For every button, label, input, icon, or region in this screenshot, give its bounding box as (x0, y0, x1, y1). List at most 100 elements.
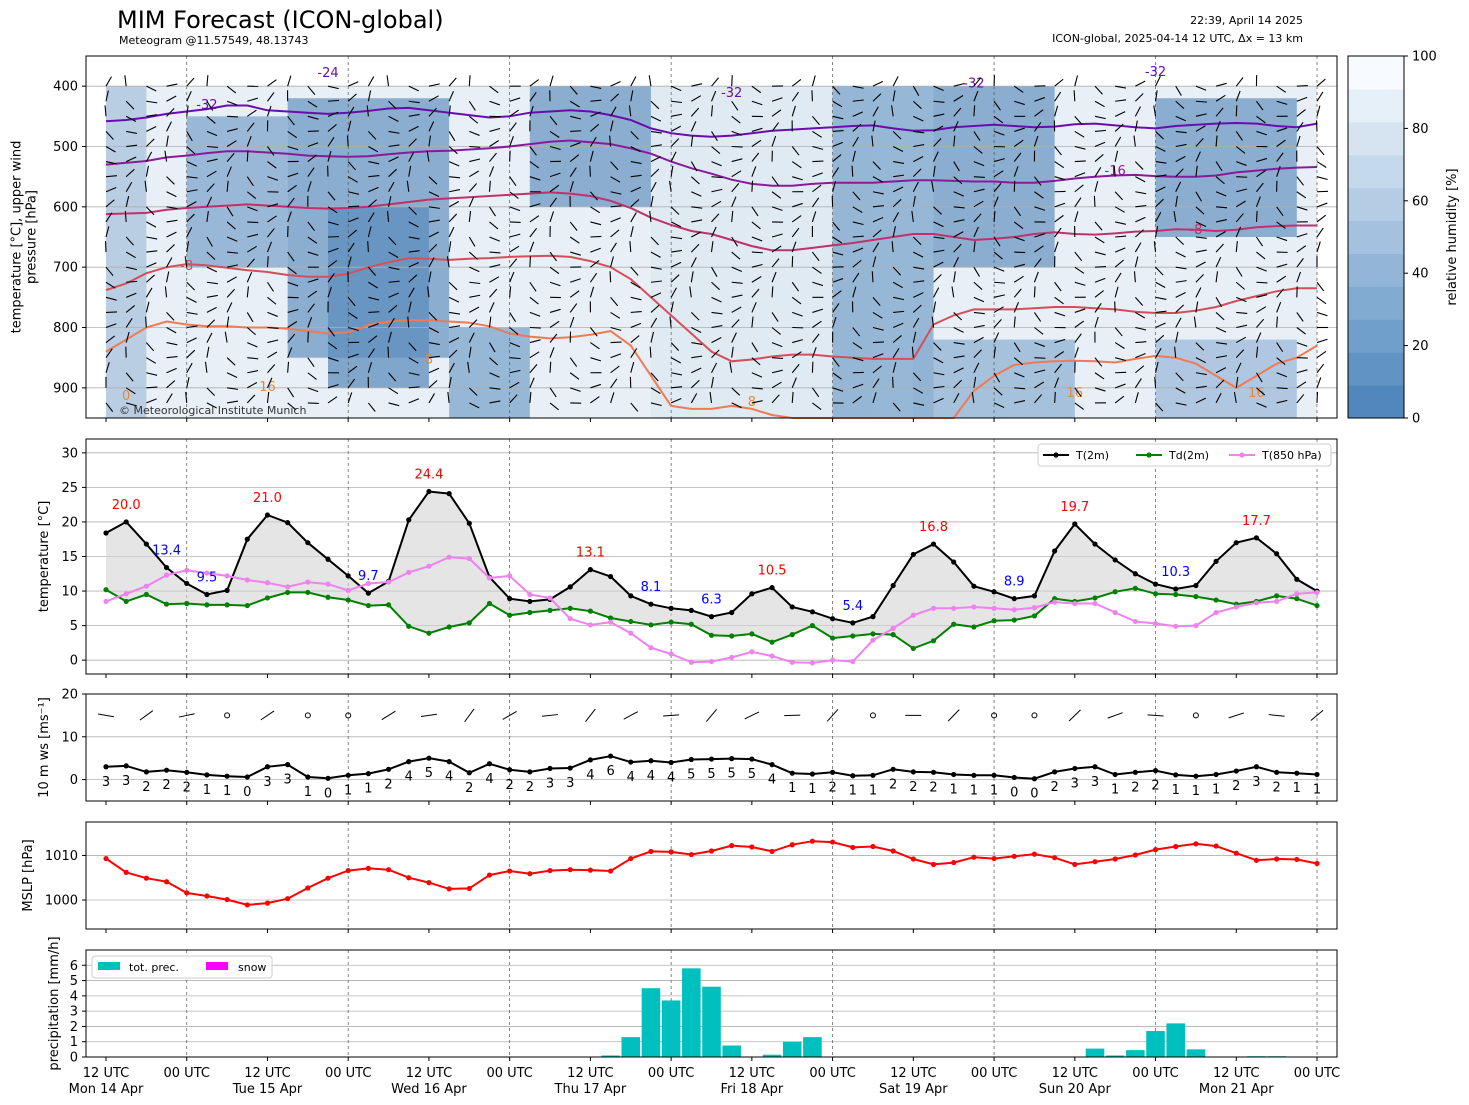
wind-barb (590, 383, 602, 389)
wind-barb (488, 166, 495, 177)
mslp-point (809, 838, 816, 844)
wind-barb (448, 376, 452, 388)
wind-barb (832, 141, 844, 148)
wind-barb (125, 115, 137, 122)
wind-barb (1094, 387, 1106, 392)
wind-barb (126, 130, 138, 134)
wind-barb (1155, 198, 1164, 208)
wind-barb (449, 176, 461, 179)
wind-barb (186, 349, 196, 359)
wind-barb (184, 256, 188, 268)
colorbar-step (1348, 385, 1404, 419)
wind-barb (872, 191, 884, 195)
wind-barb (186, 91, 192, 102)
series-point-0 (184, 580, 190, 587)
precip-tick-label: 4 (70, 989, 78, 1004)
wind-barb (852, 206, 863, 213)
wind-speed-point (1173, 772, 1179, 778)
wind-barb (125, 156, 137, 163)
wind-barb (1236, 161, 1247, 166)
wind-barb (993, 402, 1005, 408)
wind-barb (287, 145, 299, 151)
wind-barb (1034, 97, 1045, 102)
wind-barb (731, 183, 740, 193)
wind-barb (1276, 301, 1282, 313)
wind-barb (630, 212, 637, 223)
wind-barb (670, 221, 682, 228)
wind-barb (912, 100, 922, 110)
series-point-2 (1072, 600, 1078, 607)
wind-barb (1296, 96, 1308, 102)
wind-barb (448, 226, 455, 238)
wind-barb (327, 150, 332, 162)
wind-barb (267, 326, 279, 329)
wind-barb (1094, 290, 1104, 298)
colorbar-step (1348, 56, 1404, 90)
wind-barb (1134, 120, 1138, 132)
mslp-point (466, 885, 472, 892)
wind-barb (993, 182, 1002, 193)
wind-barb (246, 271, 253, 283)
wind-barb (1195, 357, 1206, 364)
wind-barb (1195, 397, 1207, 404)
wind-barb (569, 290, 580, 298)
wind-barb (812, 172, 823, 178)
wind-barb (1155, 266, 1164, 276)
mslp-point (406, 875, 412, 881)
wind-barb (691, 83, 703, 87)
wind-barb (549, 145, 561, 151)
series-point-1 (244, 602, 250, 609)
wind-barb (933, 342, 942, 351)
series-point-0 (1112, 557, 1118, 563)
wind-barb (287, 172, 299, 178)
wind-barb (1195, 274, 1205, 283)
wind-barb (246, 286, 249, 298)
wind-speed-label: 1 (344, 783, 352, 798)
wind-barb (1276, 316, 1278, 328)
wind-barb (872, 353, 884, 359)
wind-barb (1034, 245, 1044, 253)
wind-barb (246, 150, 249, 162)
wind-barb (1195, 342, 1205, 351)
wind-barb (731, 332, 737, 343)
wind-speed-label: 4 (627, 770, 635, 785)
wind-barb (1316, 161, 1327, 168)
wind-speed-point (850, 773, 856, 779)
wind-speed-point (123, 763, 129, 769)
wind-barb (549, 308, 561, 313)
wind-barb (307, 236, 318, 244)
series-point-2 (668, 651, 674, 657)
wind-barb (1276, 275, 1287, 283)
wind-barb (1173, 210, 1177, 222)
wind-barb (247, 370, 259, 374)
wind-barb (650, 280, 662, 283)
precip-ylabel: precipitation [mm/h] (47, 936, 62, 1070)
series-point-1 (1132, 585, 1138, 591)
precip-bar (1146, 1031, 1165, 1057)
wind-barb (549, 130, 560, 138)
wind-barb (468, 75, 471, 87)
series-point-0 (446, 491, 452, 497)
wind-barb (912, 317, 920, 328)
wind-barb (590, 247, 601, 253)
wind-barb (892, 361, 897, 373)
wind-barb (1276, 357, 1286, 366)
wind-barb (791, 363, 800, 374)
isotherm-label: -24 (317, 66, 338, 81)
wind-barb (307, 115, 319, 120)
wind-barb (570, 251, 581, 256)
wind-barb (953, 219, 965, 223)
wind-barb (670, 125, 682, 132)
wind-speed-label: 2 (929, 780, 937, 795)
precip-legend: tot. prec. snow (91, 955, 273, 979)
wind-speed-point (1092, 764, 1098, 770)
precip-bar (621, 1037, 641, 1057)
wind-speed-label: 1 (1192, 784, 1200, 799)
wind-barb (1074, 347, 1079, 358)
wind-barb (1235, 77, 1244, 87)
wind-barb (145, 287, 153, 298)
wind-speed-label: 4 (647, 769, 655, 784)
wind-barb (1054, 241, 1059, 253)
wind-barb (1054, 78, 1064, 87)
